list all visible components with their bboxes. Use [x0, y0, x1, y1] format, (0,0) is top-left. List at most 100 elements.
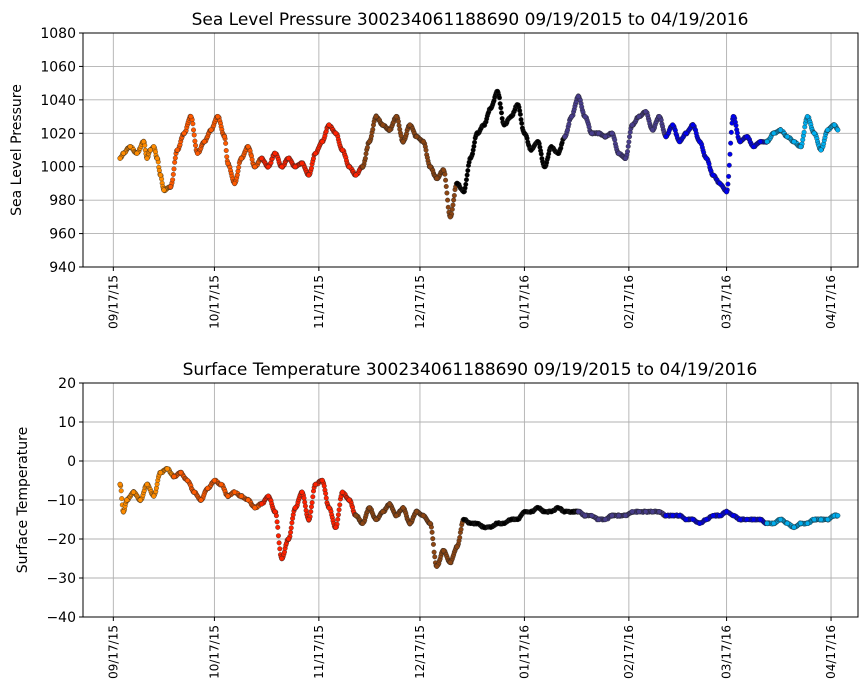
interpolated-point	[625, 149, 630, 155]
interpolated-point	[308, 509, 314, 515]
interpolated-point	[275, 524, 281, 530]
interpolated-point	[335, 512, 341, 518]
data-point	[292, 164, 298, 170]
data-point	[676, 513, 682, 519]
interpolated-point	[236, 164, 242, 170]
data-point	[798, 144, 804, 150]
pressure-chart-panel: Sea Level Pressure 300234061188690 09/19…	[9, 10, 859, 329]
interpolated-point	[302, 503, 308, 509]
interpolated-point	[309, 500, 315, 506]
data-point	[670, 513, 676, 519]
data-point	[171, 474, 177, 480]
temperature-chart-title: Surface Temperature 300234061188690 09/1…	[183, 360, 758, 380]
data-point	[750, 516, 757, 523]
interpolated-point	[363, 151, 369, 157]
data-point	[818, 516, 824, 523]
data-point	[157, 470, 164, 476]
data-point	[306, 172, 312, 178]
interpolated-point	[308, 504, 314, 510]
data-point	[663, 134, 669, 140]
interpolated-point	[323, 495, 329, 501]
data-point	[215, 113, 221, 120]
data-point	[548, 509, 554, 515]
data-point	[333, 524, 339, 530]
interpolated-point	[726, 173, 732, 179]
interpolated-point	[395, 118, 401, 124]
data-point	[602, 516, 608, 523]
interpolated-point	[463, 177, 469, 183]
pressure-chart-title: Sea Level Pressure 300234061188690 09/19…	[192, 10, 749, 30]
data-point	[265, 493, 271, 499]
data-point	[141, 139, 147, 145]
data-point	[232, 180, 238, 187]
data-series	[117, 466, 177, 515]
data-point	[784, 134, 790, 140]
data-point	[252, 505, 258, 511]
data-point	[697, 139, 703, 145]
interpolated-point	[625, 143, 631, 149]
data-point	[184, 477, 191, 484]
interpolated-point	[321, 483, 327, 489]
data-point	[501, 520, 507, 526]
data-point	[339, 147, 346, 153]
interpolated-point	[519, 120, 525, 126]
data-point	[174, 147, 180, 153]
interpolated-point	[464, 172, 470, 178]
data-point	[575, 509, 581, 515]
data-point	[710, 172, 716, 178]
interpolated-point	[191, 132, 197, 138]
data-point	[218, 481, 224, 487]
data-point	[285, 536, 292, 542]
interpolated-point	[323, 491, 329, 496]
interpolated-point	[172, 155, 178, 161]
interpolated-point	[223, 148, 229, 154]
data-point	[744, 516, 750, 523]
data-point	[259, 155, 265, 161]
interpolated-point	[288, 525, 294, 531]
data-point	[161, 187, 167, 193]
data-point	[643, 509, 649, 515]
interpolated-point	[443, 183, 449, 189]
data-point	[245, 497, 251, 503]
interpolated-point	[432, 554, 438, 560]
x-tick-label: 03/17/16	[720, 275, 734, 329]
data-point	[616, 513, 622, 519]
data-point	[393, 113, 399, 120]
data-point	[319, 477, 325, 484]
data-point	[649, 127, 656, 133]
data-point	[225, 160, 231, 166]
interpolated-point	[337, 502, 343, 508]
plot-frame	[82, 32, 859, 268]
interpolated-point	[172, 159, 178, 165]
data-point	[272, 509, 278, 515]
data-point	[353, 513, 359, 519]
x-tick-label: 04/17/16	[824, 275, 838, 329]
data-point	[326, 122, 332, 128]
interpolated-point	[449, 206, 455, 212]
data-point	[181, 130, 187, 136]
data-series	[764, 113, 841, 153]
data-point	[201, 139, 207, 145]
data-point	[710, 513, 716, 519]
y-tick-label: −40	[46, 610, 76, 626]
data-point	[400, 505, 406, 511]
data-point	[387, 127, 393, 133]
interpolated-point	[443, 177, 449, 183]
data-point	[299, 489, 305, 495]
y-tick-label: 10	[58, 415, 76, 431]
data-point	[494, 520, 501, 526]
x-tick-label: 10/17/15	[207, 625, 221, 679]
data-point	[232, 489, 238, 495]
data-point	[312, 150, 319, 156]
interpolated-point	[430, 536, 436, 542]
data-point	[494, 88, 501, 95]
data-series	[259, 477, 359, 562]
data-point	[346, 497, 352, 503]
x-tick-label: 02/17/16	[622, 275, 636, 329]
data-point	[717, 513, 723, 519]
data-series	[454, 88, 568, 195]
data-point	[178, 470, 184, 476]
interpolated-point	[430, 541, 436, 547]
data-point	[467, 155, 474, 161]
